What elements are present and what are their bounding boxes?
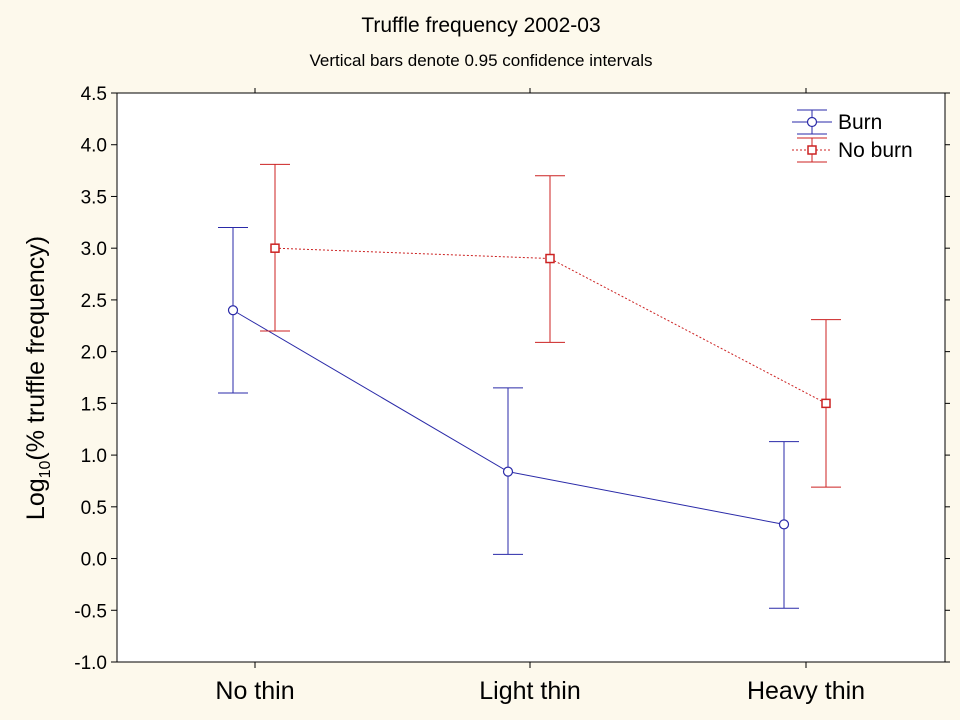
legend: Burn No burn bbox=[792, 109, 913, 163]
x-tick-label: Light thin bbox=[479, 677, 580, 705]
legend-label: Burn bbox=[838, 111, 882, 134]
y-tick-label: 0.5 bbox=[81, 498, 107, 519]
data-point bbox=[502, 466, 514, 477]
series-layer bbox=[218, 163, 841, 609]
series-no-burn bbox=[260, 163, 841, 488]
y-tick-label: 3.0 bbox=[81, 239, 107, 260]
chart-subtitle: Vertical bars denote 0.95 confidence int… bbox=[309, 51, 652, 70]
chart-title: Truffle frequency 2002-03 bbox=[361, 14, 600, 37]
legend-marker bbox=[806, 116, 818, 128]
data-point bbox=[821, 398, 831, 409]
series-burn bbox=[218, 226, 799, 609]
legend-label: No burn bbox=[838, 139, 913, 162]
x-tick-label: Heavy thin bbox=[747, 677, 865, 705]
y-tick-label: 4.0 bbox=[81, 136, 107, 157]
y-axis-label-subscript: 10 bbox=[37, 460, 54, 478]
x-tick-label: No thin bbox=[215, 677, 294, 705]
y-tick-label: 3.5 bbox=[81, 187, 107, 208]
y-tick-label: 2.0 bbox=[81, 343, 107, 364]
plot-area bbox=[116, 92, 946, 663]
legend-marker bbox=[807, 145, 817, 155]
y-tick-label: 2.5 bbox=[81, 291, 107, 312]
y-axis-label-main: Log bbox=[22, 478, 50, 520]
data-point bbox=[778, 519, 790, 530]
y-tick-label: -1.0 bbox=[74, 653, 107, 674]
data-point bbox=[270, 243, 280, 253]
legend-item: Burn bbox=[792, 109, 882, 135]
y-axis: -1.0 -0.5 0.0 0.5 1.0 1.5 2.0 2.5 3.0 3.5 4.0 4.5 bbox=[74, 84, 950, 674]
data-point bbox=[227, 305, 239, 316]
y-tick-label: 1.5 bbox=[81, 394, 107, 415]
y-tick-label: -0.5 bbox=[74, 601, 107, 622]
data-point bbox=[545, 253, 555, 264]
y-axis-label: Log10(% truffle frequency) bbox=[22, 236, 54, 520]
x-axis: No thin Light thin Heavy thin bbox=[215, 88, 865, 705]
legend-item: No burn bbox=[792, 137, 913, 163]
y-axis-label-rest: (% truffle frequency) bbox=[22, 236, 50, 461]
y-tick-label: 4.5 bbox=[81, 84, 107, 105]
y-tick-label: 0.0 bbox=[81, 550, 107, 571]
y-tick-label: 1.0 bbox=[81, 446, 107, 467]
